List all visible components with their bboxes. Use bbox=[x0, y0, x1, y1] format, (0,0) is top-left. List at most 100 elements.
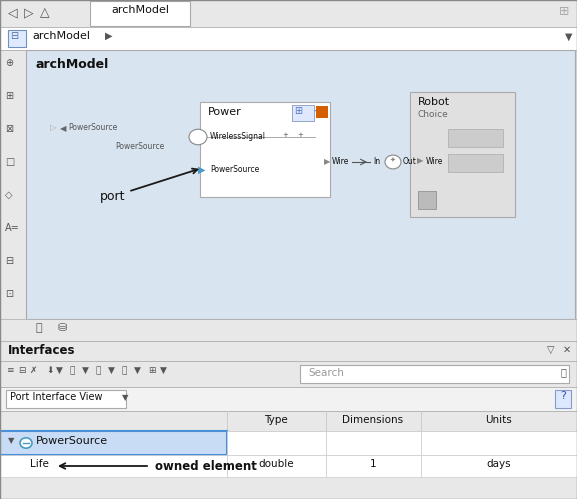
FancyBboxPatch shape bbox=[326, 431, 421, 455]
FancyBboxPatch shape bbox=[421, 455, 577, 477]
Text: □: □ bbox=[5, 157, 14, 167]
Text: Power: Power bbox=[208, 107, 242, 117]
FancyBboxPatch shape bbox=[421, 431, 577, 455]
Text: PowerSource: PowerSource bbox=[36, 436, 108, 446]
Text: ▼: ▼ bbox=[565, 32, 572, 42]
FancyBboxPatch shape bbox=[0, 0, 577, 27]
Text: ▼: ▼ bbox=[134, 366, 141, 375]
Text: ✗: ✗ bbox=[30, 366, 38, 375]
Text: △: △ bbox=[40, 6, 50, 19]
Text: ▼: ▼ bbox=[122, 393, 129, 402]
Text: ▼: ▼ bbox=[108, 366, 115, 375]
Text: ⊠: ⊠ bbox=[5, 124, 13, 134]
Text: 📊: 📊 bbox=[122, 366, 128, 375]
Text: ?: ? bbox=[560, 391, 566, 401]
FancyBboxPatch shape bbox=[200, 102, 330, 197]
Text: ▷: ▷ bbox=[50, 123, 57, 132]
Text: Type: Type bbox=[264, 415, 288, 425]
Circle shape bbox=[20, 438, 32, 448]
Text: ▶: ▶ bbox=[198, 165, 205, 175]
Bar bbox=[448, 154, 503, 172]
Text: WirelessSignal: WirelessSignal bbox=[210, 132, 266, 141]
Text: ⊡: ⊡ bbox=[5, 289, 13, 299]
FancyBboxPatch shape bbox=[300, 365, 569, 383]
Text: ⊕: ⊕ bbox=[5, 58, 13, 68]
FancyBboxPatch shape bbox=[0, 361, 577, 387]
Text: 🔍: 🔍 bbox=[561, 367, 567, 377]
Text: ⊞: ⊞ bbox=[294, 106, 302, 116]
Circle shape bbox=[385, 155, 401, 169]
Text: Life: Life bbox=[30, 459, 49, 469]
Text: archModel: archModel bbox=[111, 5, 169, 15]
FancyBboxPatch shape bbox=[555, 390, 571, 408]
FancyBboxPatch shape bbox=[227, 455, 326, 477]
FancyBboxPatch shape bbox=[0, 411, 577, 431]
Text: PowerSource: PowerSource bbox=[210, 165, 259, 174]
Text: ▶: ▶ bbox=[324, 157, 331, 166]
Text: ✕: ✕ bbox=[563, 345, 571, 355]
Text: ⊟: ⊟ bbox=[5, 256, 13, 266]
Text: ≡: ≡ bbox=[6, 366, 13, 375]
FancyBboxPatch shape bbox=[8, 30, 26, 47]
Text: +: + bbox=[297, 132, 303, 138]
Text: ◁: ◁ bbox=[8, 6, 18, 19]
Text: ✦: ✦ bbox=[390, 157, 396, 163]
Text: ▼: ▼ bbox=[82, 366, 89, 375]
Text: 💾: 💾 bbox=[70, 366, 76, 375]
Text: Wire: Wire bbox=[426, 157, 443, 166]
Text: double: double bbox=[258, 459, 294, 469]
Text: 1: 1 bbox=[370, 459, 376, 469]
Text: ▶: ▶ bbox=[105, 31, 113, 41]
Text: ▼: ▼ bbox=[160, 366, 167, 375]
FancyBboxPatch shape bbox=[0, 341, 577, 361]
Text: Units: Units bbox=[486, 415, 512, 425]
Text: ⊞: ⊞ bbox=[148, 366, 155, 375]
Text: ◀: ◀ bbox=[60, 124, 66, 133]
Text: ⬇: ⬇ bbox=[46, 366, 54, 375]
Text: Interfaces: Interfaces bbox=[8, 344, 76, 357]
Text: Wire: Wire bbox=[332, 157, 350, 166]
Text: archModel: archModel bbox=[36, 58, 109, 71]
Text: PowerSource: PowerSource bbox=[115, 142, 164, 151]
FancyBboxPatch shape bbox=[0, 50, 26, 321]
Text: PowerSource: PowerSource bbox=[68, 123, 117, 132]
FancyBboxPatch shape bbox=[6, 390, 126, 408]
FancyBboxPatch shape bbox=[292, 105, 314, 121]
FancyBboxPatch shape bbox=[326, 455, 421, 477]
FancyBboxPatch shape bbox=[0, 27, 577, 50]
Text: Choice: Choice bbox=[418, 110, 449, 119]
Bar bbox=[418, 191, 436, 209]
Text: port: port bbox=[100, 169, 197, 203]
Text: A=: A= bbox=[5, 223, 20, 233]
FancyBboxPatch shape bbox=[410, 92, 515, 217]
FancyBboxPatch shape bbox=[0, 455, 227, 477]
Text: Dimensions: Dimensions bbox=[342, 415, 403, 425]
Text: ⊟: ⊟ bbox=[18, 366, 25, 375]
Text: 🗄: 🗄 bbox=[36, 323, 43, 333]
Text: ▶: ▶ bbox=[417, 156, 424, 165]
Text: Search: Search bbox=[308, 368, 344, 378]
Text: ◇: ◇ bbox=[5, 190, 13, 200]
FancyBboxPatch shape bbox=[227, 431, 326, 455]
Text: 🗄: 🗄 bbox=[96, 366, 102, 375]
Text: owned element: owned element bbox=[155, 460, 257, 473]
FancyBboxPatch shape bbox=[0, 387, 577, 411]
Text: Port Interface View: Port Interface View bbox=[10, 392, 103, 402]
Circle shape bbox=[189, 129, 207, 145]
FancyBboxPatch shape bbox=[26, 50, 575, 319]
Text: ↗: ↗ bbox=[313, 104, 321, 114]
Text: ▼: ▼ bbox=[8, 436, 14, 445]
FancyBboxPatch shape bbox=[0, 431, 227, 455]
Text: ▼: ▼ bbox=[56, 366, 63, 375]
FancyBboxPatch shape bbox=[0, 319, 577, 341]
Text: ⊟: ⊟ bbox=[10, 31, 18, 41]
Text: ⊞: ⊞ bbox=[559, 5, 569, 18]
Text: ⛁: ⛁ bbox=[58, 323, 68, 333]
Text: Out: Out bbox=[403, 157, 417, 166]
Text: ▷: ▷ bbox=[24, 6, 33, 19]
Text: archModel: archModel bbox=[32, 31, 90, 41]
Text: In: In bbox=[373, 157, 380, 166]
FancyBboxPatch shape bbox=[90, 1, 190, 26]
Text: Robot: Robot bbox=[418, 97, 450, 107]
Bar bbox=[448, 129, 503, 147]
